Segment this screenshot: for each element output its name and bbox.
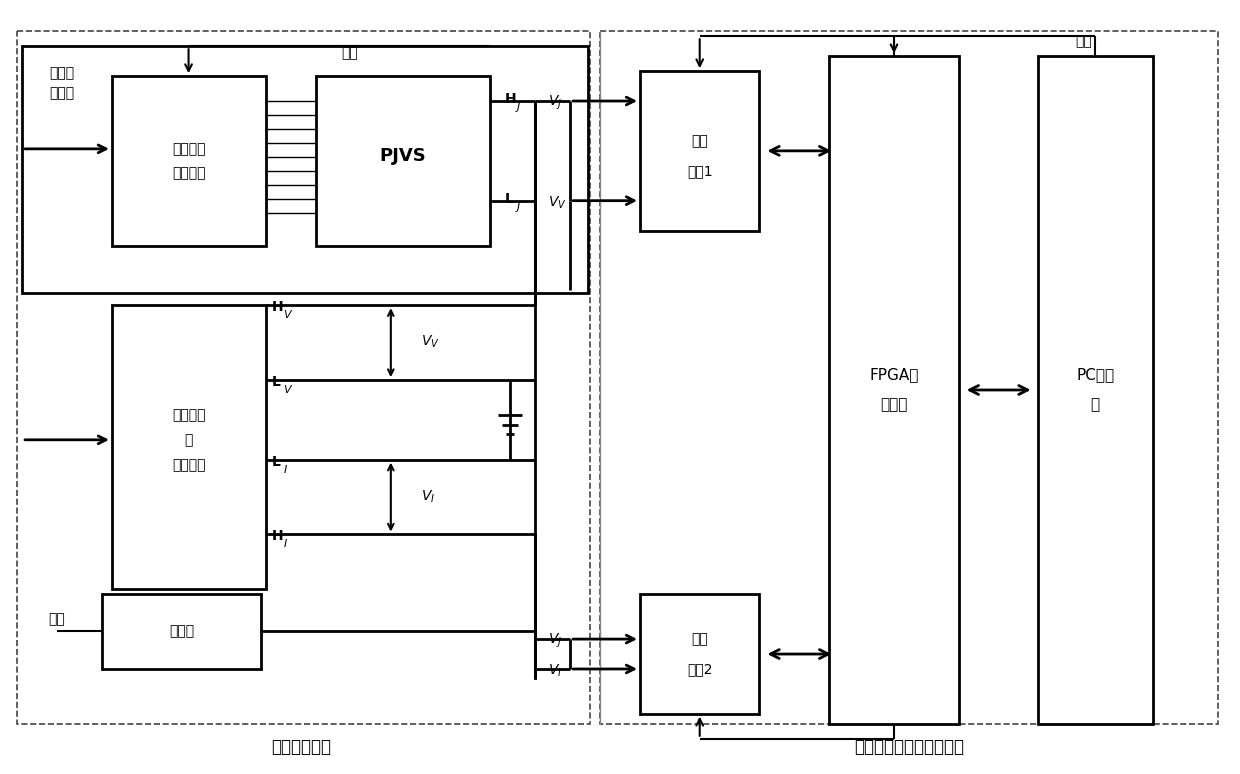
Text: $V_J$: $V_J$: [548, 94, 563, 112]
Text: J: J: [516, 202, 520, 211]
Text: V: V: [283, 385, 291, 395]
Text: $V_J$: $V_J$: [548, 632, 563, 650]
Text: 交流量: 交流量: [50, 66, 74, 80]
Text: 机: 机: [1091, 397, 1100, 413]
Bar: [640, 71, 759, 231]
Text: V: V: [283, 310, 291, 320]
Text: 单元2: 单元2: [687, 662, 713, 676]
Text: 转换单元: 转换单元: [172, 457, 206, 471]
Bar: [22, 46, 588, 293]
Text: L: L: [505, 192, 513, 206]
Text: H: H: [272, 300, 283, 314]
Text: 时钟源: 时钟源: [169, 624, 195, 638]
Text: L: L: [272, 375, 280, 389]
Bar: [600, 31, 1218, 724]
Text: $V_I$: $V_I$: [548, 663, 563, 679]
Text: I: I: [283, 464, 286, 474]
Text: 采样: 采样: [692, 134, 708, 148]
Bar: [1038, 57, 1153, 724]
Bar: [112, 305, 267, 589]
Text: 单元1: 单元1: [687, 164, 713, 178]
Text: 信号产生部分: 信号产生部分: [272, 738, 331, 755]
Text: 制单元: 制单元: [880, 397, 908, 413]
Bar: [640, 594, 759, 714]
Text: 同步: 同步: [341, 46, 358, 60]
Text: PJVS: PJVS: [379, 147, 427, 165]
Text: H: H: [505, 92, 516, 106]
Text: 及: 及: [185, 433, 192, 447]
Text: $V_V$: $V_V$: [548, 194, 567, 211]
Text: FPGA控: FPGA控: [869, 368, 919, 382]
Text: $V_I$: $V_I$: [420, 488, 435, 505]
Bar: [102, 594, 262, 669]
Text: 被测系统: 被测系统: [172, 408, 206, 422]
Text: L: L: [272, 455, 280, 469]
Text: 信号采集及数据处理部分: 信号采集及数据处理部分: [854, 738, 963, 755]
Bar: [830, 57, 959, 724]
Text: 时钟: 时钟: [48, 612, 66, 626]
Text: 反馈: 反馈: [1075, 34, 1091, 48]
Text: I: I: [283, 539, 286, 550]
Text: 产生单元: 产生单元: [172, 166, 206, 180]
Bar: [17, 31, 590, 724]
Text: J: J: [516, 102, 520, 112]
Text: $V_V$: $V_V$: [420, 334, 439, 351]
Text: PC上位: PC上位: [1076, 368, 1115, 382]
Text: 偏置电压: 偏置电压: [172, 142, 206, 156]
Bar: [112, 76, 267, 245]
Text: 子电压: 子电压: [50, 86, 74, 100]
Text: H: H: [272, 529, 283, 543]
Bar: [316, 76, 491, 245]
Text: 采样: 采样: [692, 632, 708, 646]
